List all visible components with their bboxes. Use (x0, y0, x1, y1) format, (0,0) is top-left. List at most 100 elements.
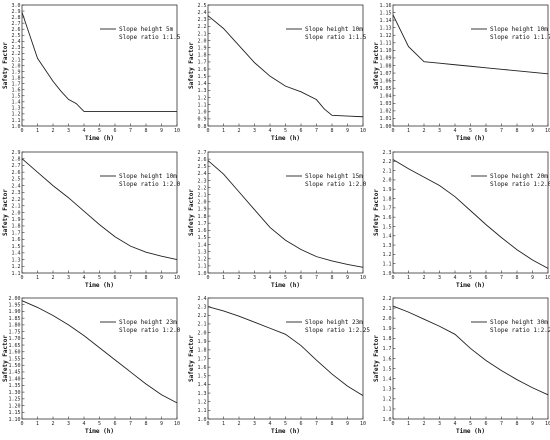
y-tick-label: 1.6 (11, 237, 20, 243)
y-tick-label: 2.0 (197, 330, 206, 336)
legend-label: Slope height 5m (119, 26, 174, 33)
y-tick-label: 1.65 (8, 343, 20, 349)
x-tick-label: 5 (469, 128, 472, 134)
y-tick-label: 1.5 (11, 94, 20, 100)
y-tick-label: 1.4 (11, 251, 20, 257)
y-tick-label: 1.5 (382, 224, 391, 230)
x-tick-label: 4 (453, 128, 456, 134)
y-tick-label: 2.3 (11, 45, 20, 51)
y-tick-label: 1.8 (382, 336, 391, 342)
y-tick-label: 1.8 (197, 53, 206, 59)
x-tick-label: 4 (82, 275, 85, 281)
y-tick-label: 1.6 (382, 215, 391, 221)
y-tick-label: 1.7 (382, 346, 391, 352)
plot-frame (207, 151, 364, 274)
y-axis-title: Safety Factor (373, 42, 380, 89)
x-tick-label: 5 (469, 421, 472, 427)
y-tick-label: 2.1 (197, 322, 206, 328)
y-tick-label: 2.2 (197, 185, 206, 191)
y-tick-label: 1.2 (382, 397, 391, 403)
y-tick-label: 1.4 (197, 382, 206, 388)
chart-panel-3: 0 1 2 3 4 5 6 7 8 9 10 1.00 1.011.02 1.031.04 1.05 1.06… (373, 3, 550, 142)
y-tick-label: 1.2 (197, 400, 206, 406)
y-tick-label: 1.7 (197, 221, 206, 227)
y-tick-label: 1.11 (379, 41, 391, 47)
y-tick-label: 2.5 (197, 3, 206, 9)
x-tick-label: 4 (268, 421, 271, 427)
x-axis-title: Time (h) (85, 135, 114, 142)
y-tick-label: 2.5 (197, 164, 206, 170)
y-tick-label: 1.5 (197, 74, 206, 80)
y-tick-label: 1.70 (8, 336, 20, 342)
y-tick-label: 2.2 (382, 296, 391, 302)
y-tick-label: 1.3 (382, 387, 391, 393)
x-tick-label: 2 (237, 275, 240, 281)
x-tick-label: 8 (144, 421, 147, 427)
y-tick-label: 1.9 (197, 207, 206, 213)
x-tick-label: 1 (407, 421, 410, 427)
x-tick-label: 5 (469, 275, 472, 281)
legend-label: Slope ratio 1:1.75 (490, 34, 550, 41)
y-tick-label: 1.9 (11, 217, 20, 223)
y-axis-title: Safety Factor (373, 335, 380, 382)
y-tick-label: 1.6 (11, 88, 20, 94)
x-tick-label: 6 (113, 128, 116, 134)
y-tick-label: 1.16 (379, 3, 391, 9)
series-line (392, 14, 549, 75)
x-axis-title: Time (h) (456, 135, 485, 142)
chart-panel-1: 0 1 2 3 4 5 6 7 8 9 10 1.01.11.21.31.41.51.61.71.81… (2, 3, 181, 142)
series-line (207, 306, 364, 397)
x-tick-label: 4 (82, 128, 85, 134)
x-tick-label: 3 (253, 128, 256, 134)
x-tick-label: 2 (422, 128, 425, 134)
y-tick-label: 1.12 (379, 33, 391, 39)
legend-label: Slope height 23m (119, 319, 177, 326)
y-tick-label: 1.3 (197, 249, 206, 255)
y-tick-label: 1.30 (8, 390, 20, 396)
y-axis-title: Safety Factor (188, 42, 195, 89)
y-axis-title: Safety Factor (373, 189, 380, 236)
y-axis-title: Safety Factor (188, 335, 195, 382)
y-tick-label: 2.4 (197, 171, 206, 177)
y-tick-label: 1.2 (11, 112, 20, 118)
x-tick-label: 4 (82, 421, 85, 427)
x-tick-label: 5 (98, 421, 101, 427)
legend-label: Slope ratio 1:1.5 (305, 34, 367, 41)
x-tick-label: 1 (36, 421, 39, 427)
x-tick-label: 10 (174, 275, 180, 281)
legend-label: Slope ratio 1:2.0 (305, 181, 367, 188)
y-tick-label: 2.8 (11, 157, 20, 163)
y-tick-label: 0.8 (197, 124, 206, 130)
y-tick-label: 1.7 (11, 81, 20, 87)
x-tick-label: 4 (453, 275, 456, 281)
legend-label: Slope ratio 1:2.25 (490, 327, 550, 334)
series-line (21, 12, 177, 112)
y-tick-label: 2.5 (11, 33, 20, 39)
y-tick-label: 1.6 (197, 365, 206, 371)
plot-frame (392, 4, 549, 127)
x-tick-label: 9 (346, 275, 349, 281)
y-tick-label: 2.9 (11, 150, 20, 156)
chart-panel-5: 0 1 2 3 4 5 6 7 8 9 10 1.01.11.2 1.31.41.51.61.71.81… (188, 150, 367, 289)
x-tick-label: 9 (346, 421, 349, 427)
y-tick-label: 1.5 (382, 366, 391, 372)
y-tick-label: 2.6 (11, 170, 20, 176)
series-line (392, 305, 549, 396)
y-tick-label: 2.7 (11, 163, 20, 169)
x-tick-label: 0 (20, 275, 23, 281)
y-tick-label: 2.5 (11, 177, 20, 183)
y-tick-label: 1.50 (8, 363, 20, 369)
y-tick-label: 1.10 (379, 48, 391, 54)
series-line (207, 160, 364, 268)
series-line (392, 159, 549, 269)
x-tick-label: 7 (500, 275, 503, 281)
y-tick-label: 1.4 (382, 234, 391, 240)
y-tick-label: 2.4 (11, 183, 20, 189)
y-tick-label: 2.3 (382, 150, 391, 156)
x-tick-label: 8 (144, 275, 147, 281)
y-tick-label: 1.25 (8, 397, 20, 403)
x-tick-label: 9 (531, 275, 534, 281)
x-tick-label: 0 (20, 128, 23, 134)
plot-frame (207, 297, 364, 420)
y-tick-label: 1.04 (379, 94, 391, 100)
